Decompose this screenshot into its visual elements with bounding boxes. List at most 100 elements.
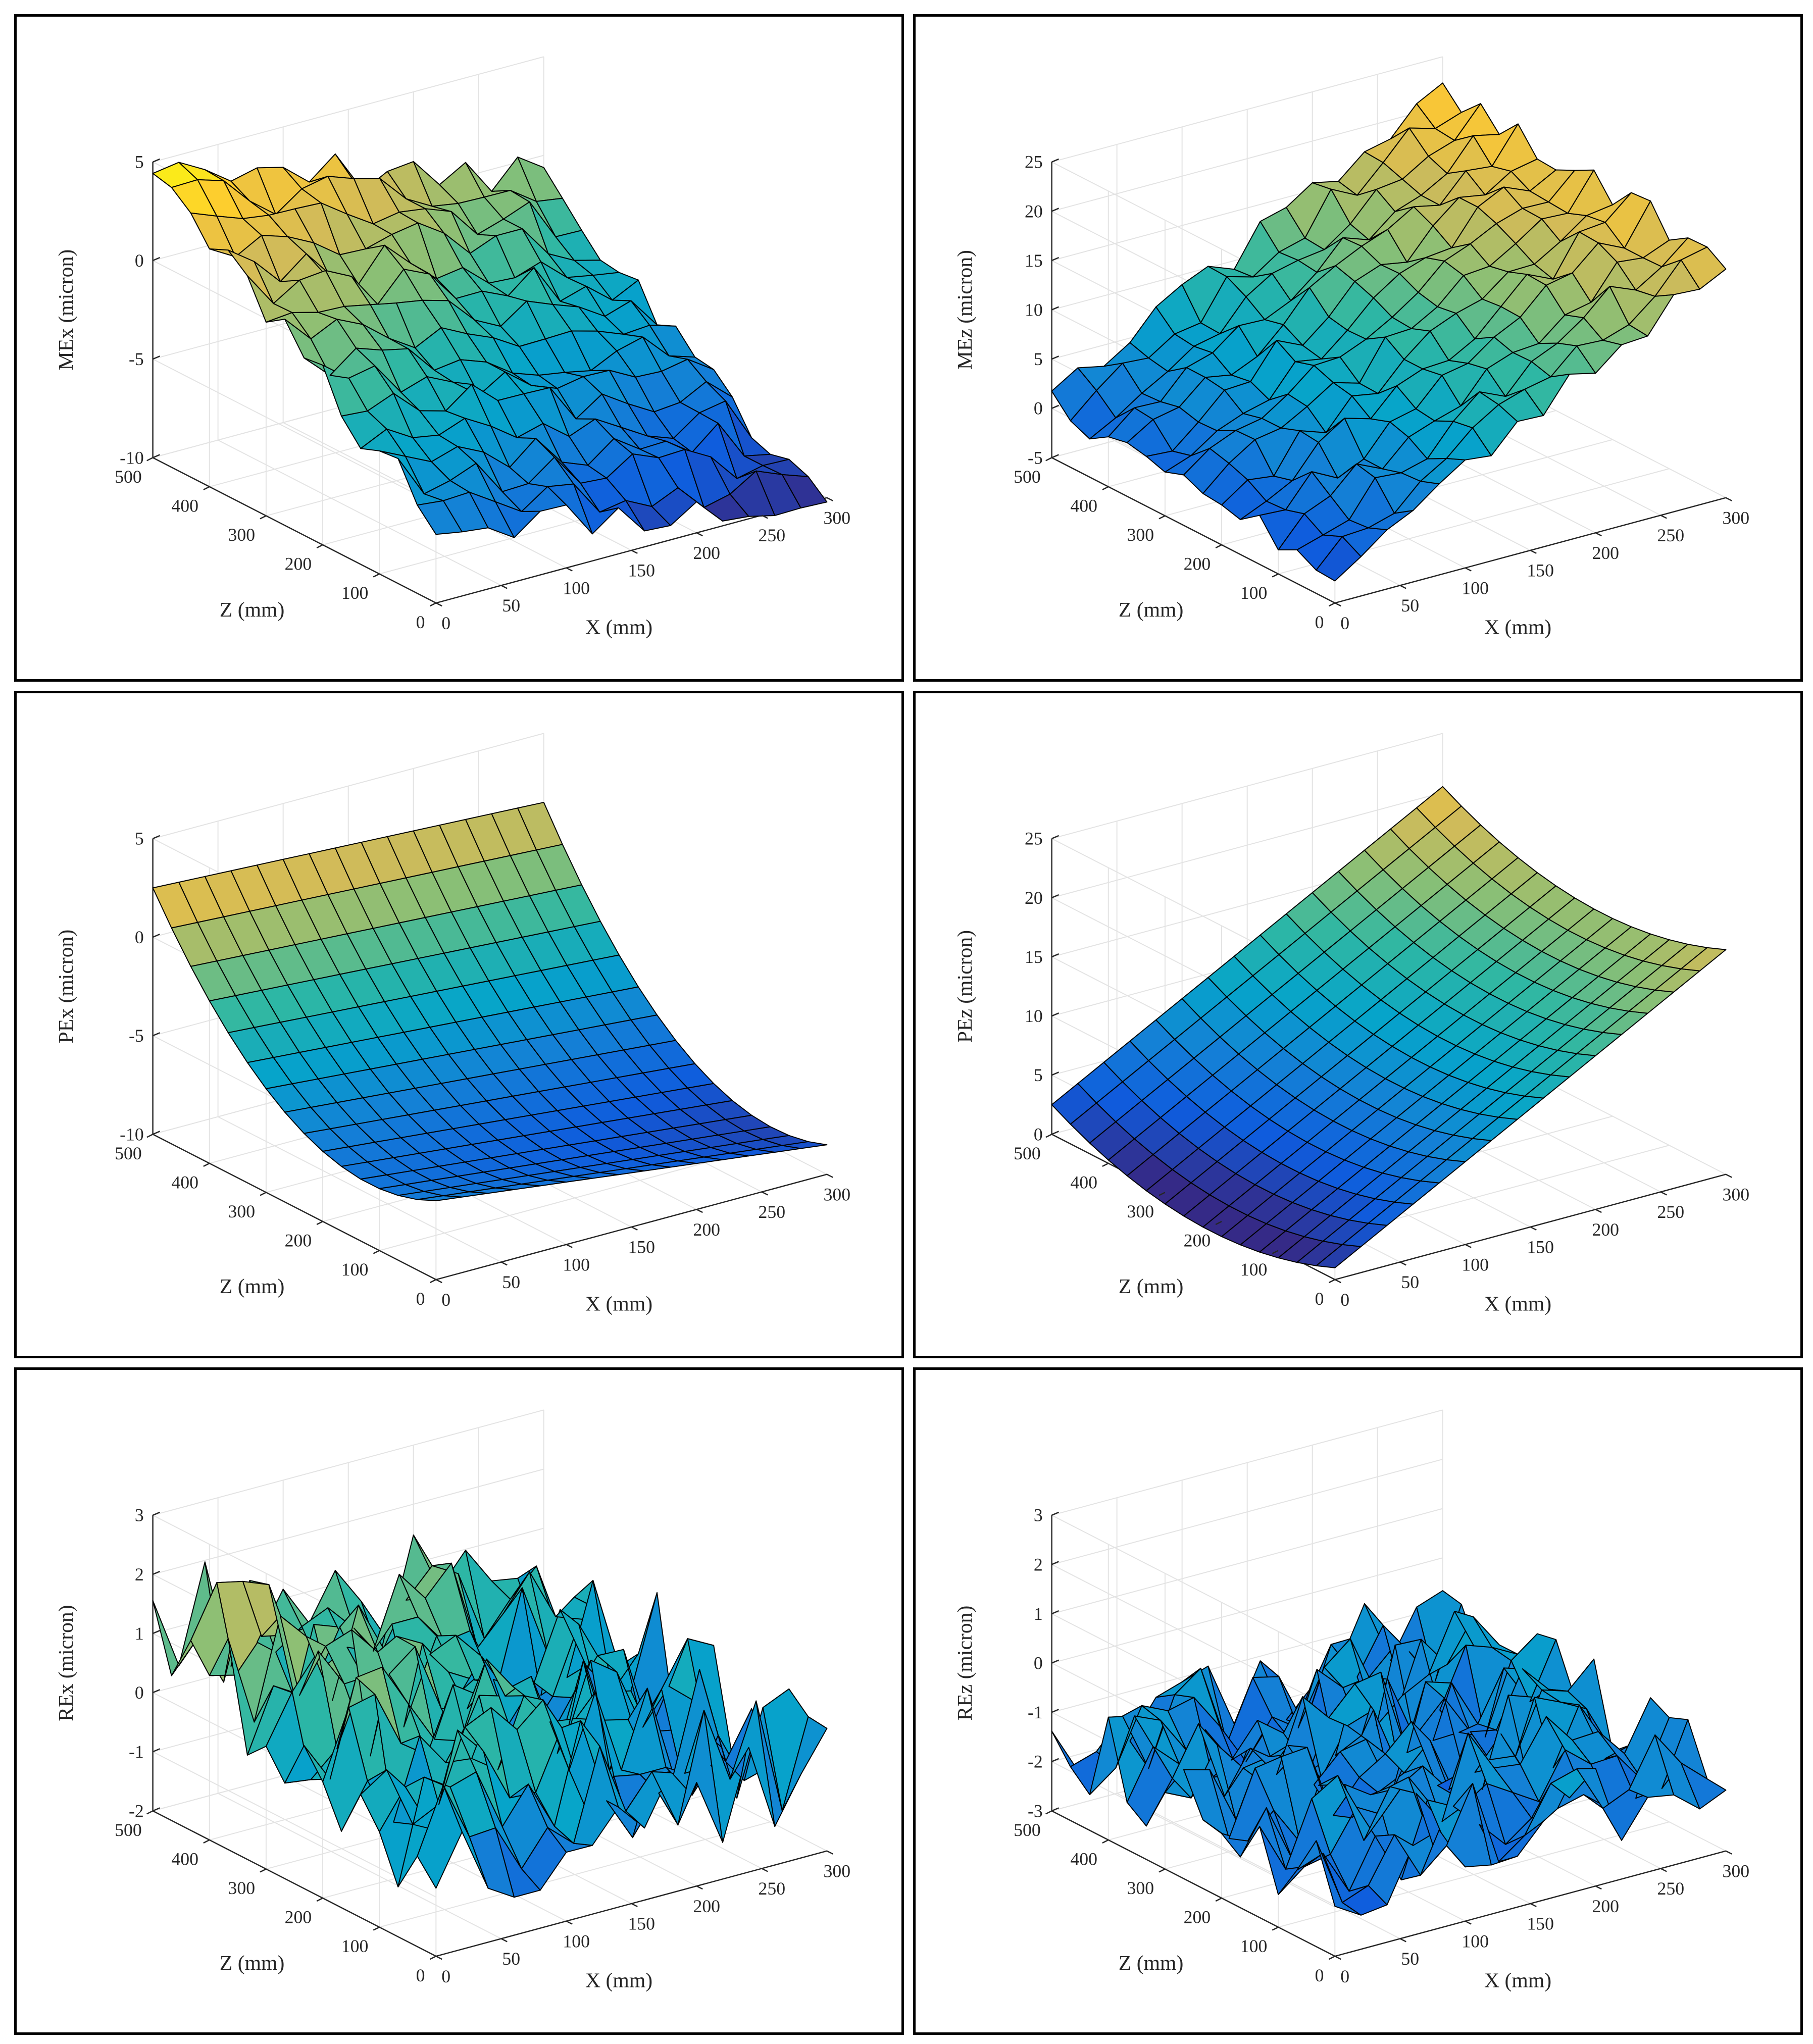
z-tick-label: 300 bbox=[228, 1201, 256, 1221]
x-tick bbox=[1725, 497, 1732, 501]
z-tick-label: 0 bbox=[1315, 1965, 1324, 1985]
x-tick bbox=[696, 532, 703, 537]
value-tick-label: 20 bbox=[1025, 201, 1043, 221]
x-tick bbox=[761, 1191, 768, 1196]
value-tick bbox=[153, 1807, 161, 1812]
value-tick-label: 0 bbox=[1034, 1653, 1043, 1673]
x-axis-label: X (mm) bbox=[585, 1293, 652, 1316]
z-tick-label: 400 bbox=[171, 1849, 198, 1869]
value-tick bbox=[1051, 1012, 1060, 1017]
x-tick-label: 100 bbox=[563, 1931, 590, 1951]
x-tick-label: 300 bbox=[1723, 1184, 1750, 1204]
chart-pez: 0501001502002503000100200300400500051015… bbox=[953, 733, 1749, 1316]
z-axis-label: Z (mm) bbox=[220, 598, 284, 622]
x-tick-label: 0 bbox=[441, 1290, 450, 1310]
x-axis-label: X (mm) bbox=[1484, 1293, 1551, 1316]
z-tick-label: 0 bbox=[416, 1289, 425, 1309]
z-tick-label: 300 bbox=[1127, 1201, 1154, 1221]
value-axis-label: MEx (micron) bbox=[55, 249, 78, 371]
z-tick bbox=[1272, 1250, 1279, 1254]
z-tick bbox=[1272, 573, 1279, 578]
ticks: 0 50 100 150 200 250 300 0 100 200 300 400 500-10 -5 0… bbox=[115, 829, 850, 1310]
x-tick-label: 150 bbox=[1527, 1914, 1554, 1934]
panel-pez: 0 50 100 150 200 250 300 0 100 200 300 400 500 0 5 10 15… bbox=[913, 691, 1803, 1358]
z-tick-label: 400 bbox=[171, 1172, 198, 1193]
x-tick-label: 50 bbox=[502, 1272, 520, 1292]
value-tick bbox=[1051, 1709, 1060, 1713]
x-tick-label: 100 bbox=[1462, 1931, 1489, 1951]
x-tick bbox=[1399, 1261, 1406, 1266]
x-tick-label: 200 bbox=[1592, 543, 1619, 563]
z-tick bbox=[203, 1162, 210, 1167]
x-tick-label: 300 bbox=[824, 1861, 851, 1881]
value-tick bbox=[153, 1570, 161, 1575]
value-tick bbox=[153, 454, 161, 458]
x-tick bbox=[631, 549, 638, 554]
value-tick-label: 1 bbox=[1034, 1604, 1043, 1624]
z-tick-label: 300 bbox=[228, 525, 256, 545]
value-tick-label: 15 bbox=[1025, 947, 1043, 967]
x-tick bbox=[1334, 1956, 1341, 1960]
value-tick bbox=[1051, 1659, 1060, 1664]
value-axis-label: PEx (micron) bbox=[55, 930, 78, 1044]
x-tick bbox=[1334, 602, 1341, 607]
z-tick bbox=[146, 1810, 154, 1815]
z-axis-label: Z (mm) bbox=[1119, 1952, 1183, 1975]
x-tick bbox=[826, 1173, 833, 1178]
z-tick-label: 100 bbox=[341, 1936, 369, 1956]
x-tick bbox=[1660, 515, 1667, 519]
x-axis-label: X (mm) bbox=[585, 1969, 652, 1992]
value-tick bbox=[1051, 257, 1060, 262]
value-tick bbox=[153, 355, 161, 360]
z-tick bbox=[1102, 1839, 1109, 1844]
x-tick bbox=[696, 1209, 703, 1213]
value-tick-label: 2 bbox=[1034, 1554, 1043, 1574]
x-tick bbox=[500, 585, 508, 589]
x-tick-label: 200 bbox=[693, 1896, 720, 1916]
x-tick bbox=[1399, 585, 1406, 589]
value-tick bbox=[153, 1629, 161, 1634]
z-tick-label: 300 bbox=[1127, 525, 1154, 545]
value-tick-label: -5 bbox=[129, 349, 144, 369]
z-tick-label: 200 bbox=[1184, 1907, 1211, 1927]
z-axis-line bbox=[153, 457, 436, 604]
x-tick-label: 150 bbox=[628, 560, 655, 581]
value-tick bbox=[1051, 1511, 1060, 1516]
value-tick-label: -2 bbox=[1028, 1752, 1043, 1772]
x-tick bbox=[1725, 1850, 1732, 1855]
z-tick bbox=[316, 1220, 323, 1225]
x-tick-label: 250 bbox=[1657, 1878, 1684, 1899]
x-tick bbox=[566, 1920, 573, 1925]
value-tick-label: 15 bbox=[1025, 250, 1043, 271]
z-tick bbox=[203, 486, 210, 490]
z-tick bbox=[373, 1250, 380, 1254]
x-tick bbox=[1465, 1920, 1472, 1925]
x-tick bbox=[435, 602, 442, 607]
z-tick-label: 100 bbox=[1240, 1936, 1268, 1956]
value-tick bbox=[1051, 306, 1060, 311]
panel-mex: 0 50 100 150 200 250 300 0 100 200 300 400 500 -10 -5 0… bbox=[14, 14, 904, 682]
x-tick-label: 0 bbox=[1340, 613, 1349, 633]
z-axis-line bbox=[153, 1810, 436, 1957]
z-tick bbox=[429, 602, 436, 607]
x-tick-label: 200 bbox=[693, 543, 720, 563]
x-tick-label: 300 bbox=[824, 507, 851, 528]
z-tick-label: 100 bbox=[341, 1259, 369, 1280]
value-tick bbox=[153, 933, 161, 938]
x-tick bbox=[631, 1226, 638, 1231]
ticks: 0501001502002503000100200300400500051015… bbox=[1014, 829, 1749, 1310]
chart-mez: 0 50 100 150 200 250 300 0 100 200 300 400 500-5 0 5 10… bbox=[953, 56, 1749, 639]
z-tick-label: 0 bbox=[416, 612, 425, 632]
x-tick bbox=[1530, 1903, 1537, 1908]
z-tick-label: 0 bbox=[1315, 1289, 1324, 1309]
z-tick-label: 300 bbox=[1127, 1878, 1154, 1898]
value-tick-label: 5 bbox=[135, 152, 144, 172]
z-tick-label: 100 bbox=[341, 583, 369, 603]
value-tick bbox=[1051, 1610, 1060, 1615]
z-tick bbox=[1045, 1134, 1052, 1138]
x-tick-label: 150 bbox=[628, 1237, 655, 1257]
z-tick bbox=[1045, 457, 1052, 462]
value-tick bbox=[153, 158, 161, 163]
value-tick bbox=[1051, 355, 1060, 360]
x-tick bbox=[1595, 532, 1602, 537]
